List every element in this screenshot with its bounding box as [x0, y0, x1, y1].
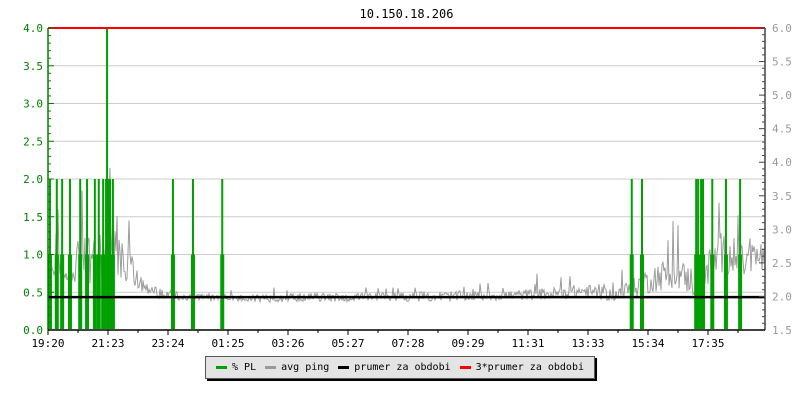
svg-text:2.5: 2.5	[772, 257, 792, 270]
svg-text:2.5: 2.5	[23, 135, 43, 148]
legend-label: 3*prumer za obdobi	[475, 362, 584, 373]
svg-text:4.0: 4.0	[772, 156, 792, 169]
legend-item-avg-ping: avg ping	[265, 362, 329, 373]
svg-text:1.5: 1.5	[23, 211, 43, 224]
svg-text:13:33: 13:33	[571, 337, 604, 350]
svg-text:11:31: 11:31	[511, 337, 544, 350]
svg-text:3.5: 3.5	[772, 190, 792, 203]
svg-text:3.0: 3.0	[772, 223, 792, 236]
svg-text:21:23: 21:23	[91, 337, 124, 350]
chart-title: 10.150.18.206	[359, 7, 454, 21]
legend: % PL avg ping prumer za obdobi 3*prumer …	[205, 356, 595, 379]
svg-text:3.0: 3.0	[23, 98, 43, 111]
svg-text:15:34: 15:34	[631, 337, 664, 350]
svg-text:6.0: 6.0	[772, 22, 792, 35]
triple-avg-swatch-icon	[459, 366, 471, 369]
period-avg-swatch-icon	[338, 366, 350, 369]
svg-text:4.5: 4.5	[772, 123, 792, 136]
svg-text:23:24: 23:24	[151, 337, 184, 350]
svg-text:07:28: 07:28	[391, 337, 424, 350]
svg-text:2.0: 2.0	[772, 290, 792, 303]
pl-swatch-icon	[216, 366, 228, 369]
svg-text:05:27: 05:27	[331, 337, 364, 350]
legend-item-pl: % PL	[216, 362, 256, 373]
svg-text:0.5: 0.5	[23, 286, 43, 299]
svg-text:09:29: 09:29	[451, 337, 484, 350]
svg-text:4.0: 4.0	[23, 22, 43, 35]
svg-text:19:20: 19:20	[31, 337, 64, 350]
svg-text:5.0: 5.0	[772, 89, 792, 102]
avg-ping-swatch-icon	[265, 366, 277, 369]
svg-text:03:26: 03:26	[271, 337, 304, 350]
svg-text:5.5: 5.5	[772, 56, 792, 69]
svg-text:17:35: 17:35	[691, 337, 724, 350]
svg-text:2.0: 2.0	[23, 173, 43, 186]
legend-label: % PL	[232, 362, 257, 373]
svg-text:3.5: 3.5	[23, 60, 43, 73]
legend-item-triple-avg: 3*prumer za obdobi	[459, 362, 584, 373]
svg-text:0.0: 0.0	[23, 324, 43, 337]
legend-label: avg ping	[281, 362, 330, 373]
legend-label: prumer za obdobi	[354, 362, 451, 373]
svg-text:1.5: 1.5	[772, 324, 792, 337]
svg-text:1.0: 1.0	[23, 249, 43, 262]
legend-item-period-avg: prumer za obdobi	[338, 362, 451, 373]
svg-text:01:25: 01:25	[211, 337, 244, 350]
